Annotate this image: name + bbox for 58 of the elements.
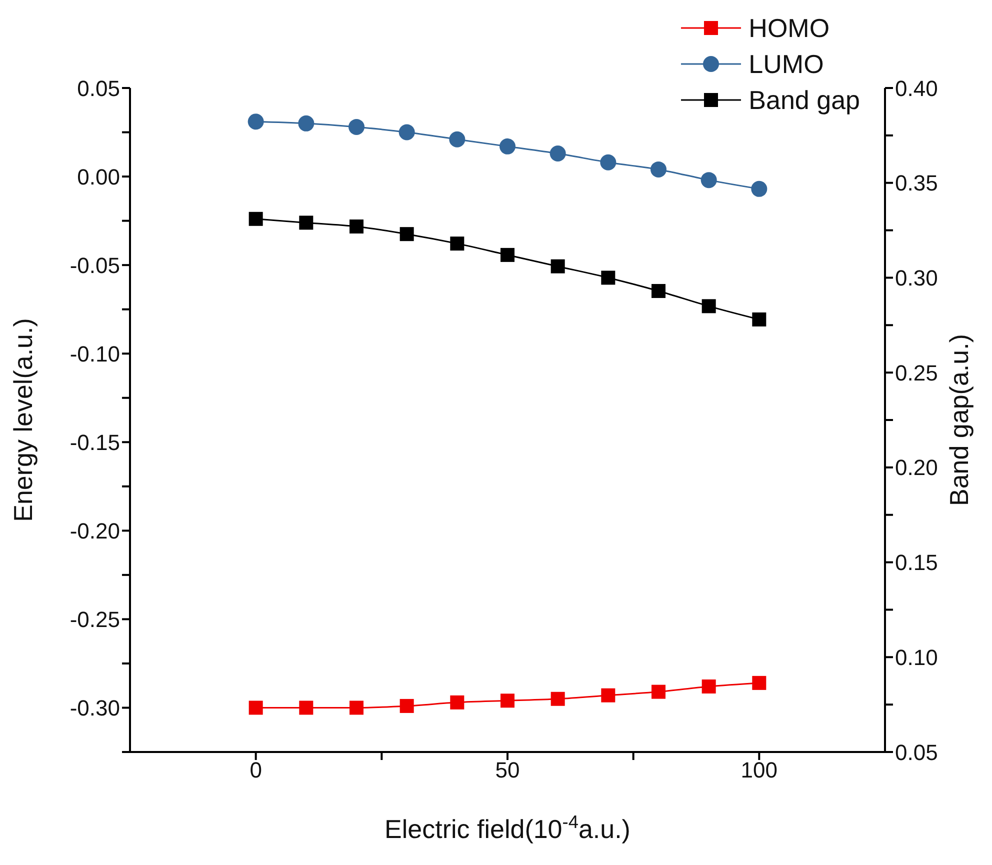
y-tick-label: -0.25 — [70, 607, 120, 632]
point — [600, 154, 616, 170]
point — [752, 676, 766, 690]
point — [248, 700, 263, 715]
y-tick-label: -0.30 — [70, 696, 120, 721]
y-tick-label: -0.10 — [70, 341, 120, 366]
y2-tick-label: 0.15 — [895, 550, 938, 576]
point — [348, 118, 364, 135]
point — [601, 688, 616, 702]
point — [299, 216, 314, 230]
point — [298, 115, 314, 132]
y2-tick-label: 0.35 — [895, 170, 938, 196]
point — [299, 700, 314, 715]
legend-label: LUMO — [748, 48, 824, 80]
y-tick-label: -0.20 — [70, 518, 120, 544]
point — [601, 270, 616, 285]
point — [350, 219, 364, 234]
legend-label: HOMO — [748, 12, 830, 44]
y2-tick-label: 0.30 — [895, 266, 938, 291]
y-tick-label: -0.15 — [70, 430, 120, 455]
point — [398, 124, 415, 140]
point — [400, 227, 414, 242]
point — [450, 236, 464, 251]
y2-tick-label: 0.25 — [895, 360, 938, 386]
point — [550, 259, 565, 274]
point — [752, 312, 766, 326]
point — [650, 161, 666, 178]
y-tick-label: 0.00 — [77, 164, 120, 190]
point — [248, 114, 264, 130]
x-tick-label: 100 — [740, 758, 778, 783]
y-tick-label: 0.05 — [77, 76, 120, 101]
point — [450, 695, 464, 710]
x-tick-label: 50 — [495, 758, 520, 783]
point — [652, 284, 666, 298]
point — [702, 299, 716, 314]
legend-label: Band gap — [748, 84, 860, 116]
point — [702, 679, 716, 694]
point — [550, 146, 566, 162]
y2-tick-label: 0.05 — [895, 740, 938, 765]
y-tick-label: -0.05 — [70, 252, 120, 278]
y2-tick-label: 0.10 — [895, 644, 938, 670]
point — [550, 692, 565, 706]
point — [500, 248, 514, 262]
point — [449, 131, 466, 148]
y-axis-title: Energy level(a.u.) — [8, 318, 38, 522]
x-tick-label: 0 — [250, 758, 262, 783]
x-axis-title: Electric field(10$^{-4}$a.u.) — [384, 812, 630, 844]
point — [400, 698, 414, 713]
y2-axis-title: Band gap(a.u.) — [944, 334, 974, 506]
point — [350, 700, 364, 715]
y2-tick-label: 0.40 — [895, 76, 938, 101]
point — [248, 212, 263, 226]
point — [500, 694, 514, 708]
point — [700, 172, 717, 188]
point — [751, 180, 768, 197]
y2-tick-label: 0.20 — [895, 455, 938, 480]
point — [500, 138, 516, 154]
point — [652, 684, 666, 699]
